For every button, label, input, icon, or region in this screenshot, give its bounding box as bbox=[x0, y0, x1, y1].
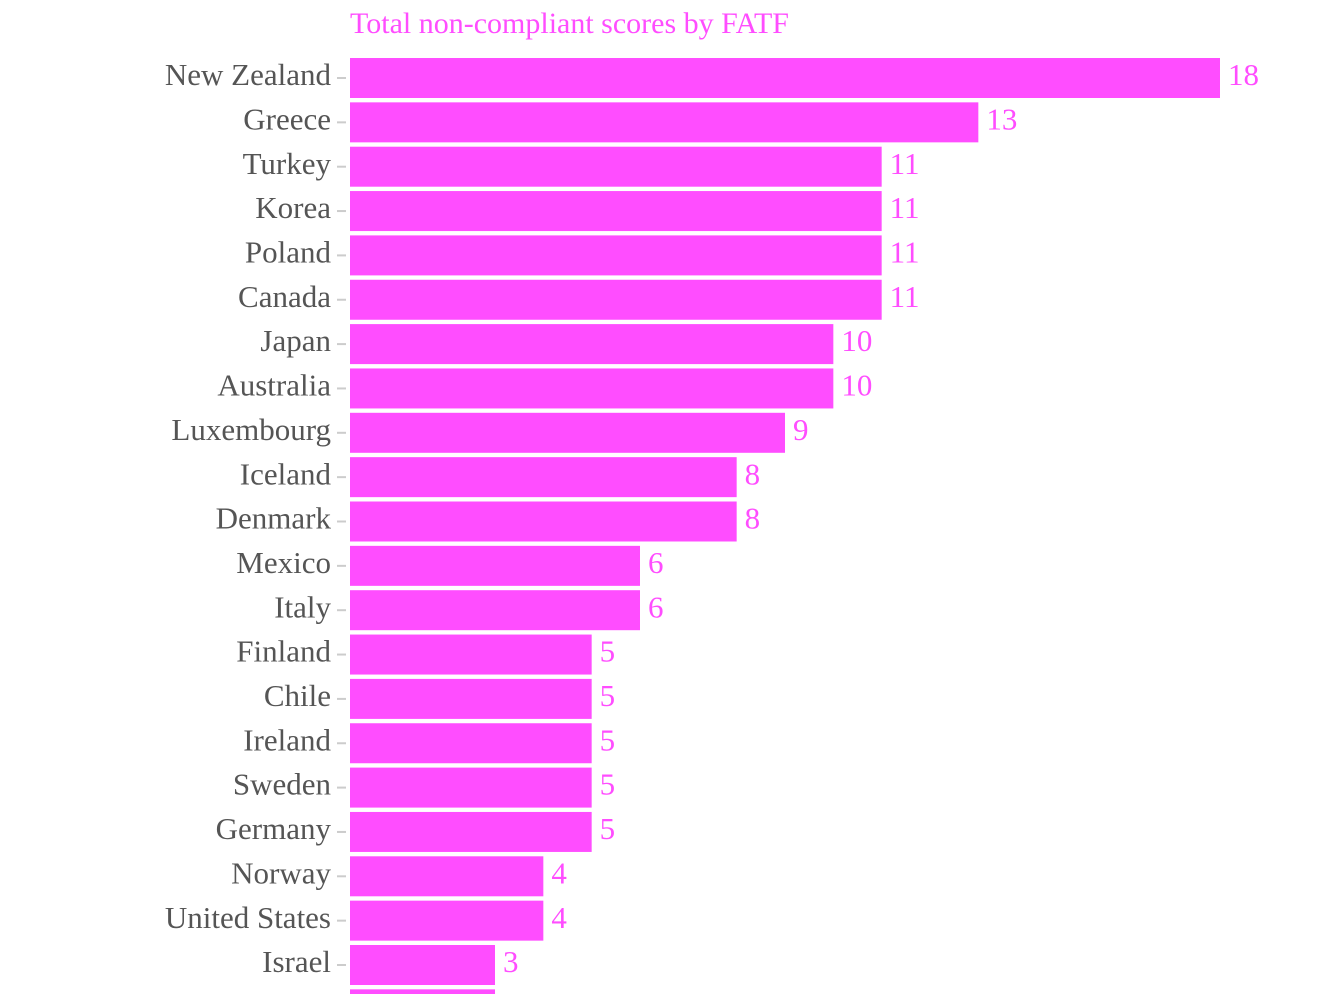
bar bbox=[350, 191, 882, 232]
value-label: 18 bbox=[1228, 57, 1259, 92]
value-label: 4 bbox=[551, 855, 567, 890]
bar bbox=[350, 856, 544, 897]
bar bbox=[350, 945, 495, 985]
y-tick-label: Germany bbox=[216, 811, 332, 846]
value-label: 8 bbox=[745, 501, 761, 536]
y-tick-label: Italy bbox=[274, 589, 331, 624]
bar bbox=[350, 900, 544, 941]
value-label: 11 bbox=[890, 146, 920, 181]
value-label: 10 bbox=[841, 368, 872, 403]
y-tick-label: Finland bbox=[236, 634, 331, 669]
value-label: 8 bbox=[745, 456, 761, 491]
bar bbox=[350, 412, 785, 453]
bar bbox=[350, 324, 834, 365]
bar bbox=[350, 279, 882, 320]
y-tick-label: Canada bbox=[238, 279, 331, 314]
bar bbox=[350, 678, 592, 719]
value-label: 4 bbox=[551, 900, 567, 935]
bar bbox=[350, 457, 737, 498]
y-tick-label: Japan bbox=[260, 323, 331, 358]
y-tick-label: Australia bbox=[217, 368, 331, 403]
bar bbox=[350, 368, 834, 409]
bar bbox=[350, 235, 882, 276]
value-label: 5 bbox=[600, 634, 616, 669]
value-label: 5 bbox=[600, 722, 616, 757]
y-tick-label: Israel bbox=[262, 944, 331, 979]
bar bbox=[350, 146, 882, 187]
y-tick-label: Chile bbox=[264, 678, 331, 713]
bar bbox=[350, 102, 979, 143]
value-label: 6 bbox=[648, 545, 664, 580]
bar bbox=[350, 58, 1220, 98]
value-label: 13 bbox=[986, 101, 1017, 136]
y-tick-label: Luxembourg bbox=[171, 412, 331, 447]
y-tick-label: Korea bbox=[255, 190, 331, 225]
bar bbox=[350, 723, 592, 764]
bar bbox=[350, 634, 592, 675]
y-tick-label: Mexico bbox=[236, 545, 331, 580]
value-label: 10 bbox=[841, 323, 872, 358]
bar bbox=[350, 811, 592, 852]
value-label: 11 bbox=[890, 235, 920, 270]
y-tick-label: Greece bbox=[243, 101, 331, 136]
chart-title: Total non-compliant scores by FATF bbox=[350, 7, 789, 40]
y-tick-label: Denmark bbox=[216, 501, 332, 536]
y-tick-label: Sweden bbox=[233, 767, 332, 802]
y-tick-label: Poland bbox=[245, 235, 332, 270]
value-label: 5 bbox=[600, 811, 616, 846]
bar bbox=[350, 767, 592, 808]
value-label: 11 bbox=[890, 279, 920, 314]
y-tick-label: United States bbox=[165, 900, 331, 935]
bar bbox=[350, 545, 640, 586]
y-tick-label: Iceland bbox=[240, 456, 332, 491]
value-label: 6 bbox=[648, 589, 664, 624]
value-label: 3 bbox=[503, 944, 519, 979]
value-label: 11 bbox=[890, 190, 920, 225]
y-tick-label: Turkey bbox=[243, 146, 332, 181]
bar bbox=[350, 590, 640, 631]
y-tick-label: Norway bbox=[231, 855, 331, 890]
value-label: 9 bbox=[793, 412, 809, 447]
value-label: 5 bbox=[600, 678, 616, 713]
y-tick-label: Ireland bbox=[243, 722, 331, 757]
bar bbox=[350, 989, 495, 994]
y-tick-label: New Zealand bbox=[165, 57, 332, 92]
bar bbox=[350, 501, 737, 542]
value-label: 5 bbox=[600, 767, 616, 802]
